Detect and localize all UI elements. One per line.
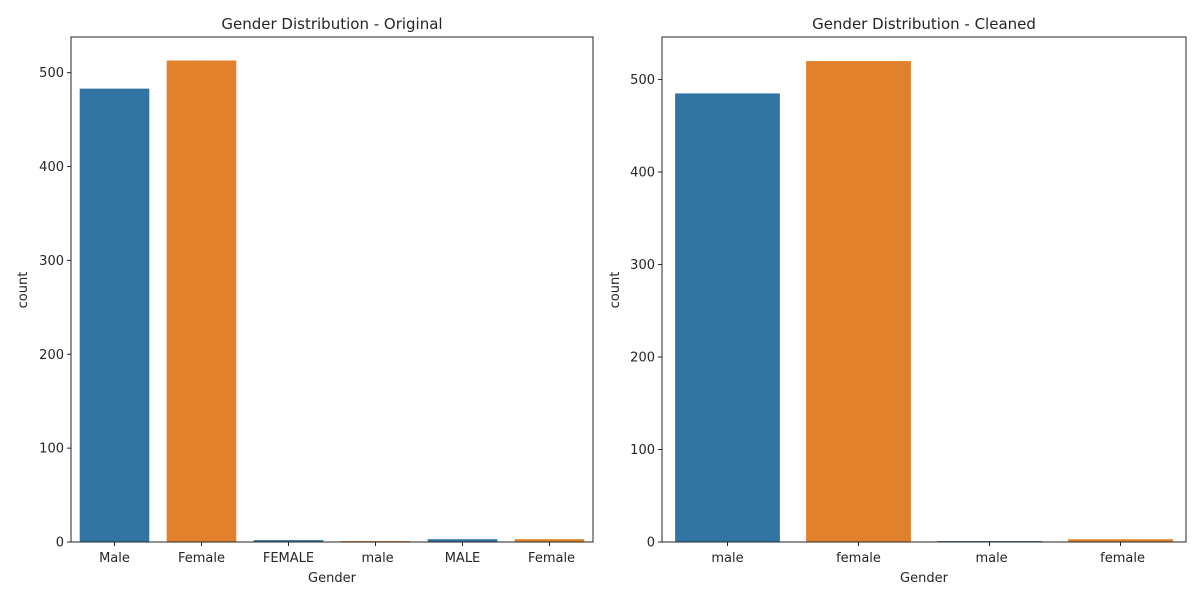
plot-frame bbox=[70, 36, 594, 543]
chart-title: Gender Distribution - Cleaned bbox=[812, 15, 1036, 33]
y-tick-label: 400 bbox=[630, 166, 655, 181]
y-tick-label: 100 bbox=[630, 443, 655, 458]
y-tick-label: 0 bbox=[647, 536, 655, 551]
y-tick-label: 100 bbox=[39, 442, 64, 457]
x-tick-label: male bbox=[357, 551, 393, 566]
bar bbox=[427, 539, 498, 542]
bar bbox=[253, 540, 324, 542]
bar bbox=[166, 60, 237, 542]
x-tick-label: Female bbox=[178, 551, 225, 566]
y-tick-label: 400 bbox=[39, 160, 64, 175]
x-tick-label: Female bbox=[524, 551, 575, 566]
x-tick-label: female bbox=[836, 551, 881, 566]
y-tick-label: 500 bbox=[630, 73, 655, 88]
y-axis-label: count bbox=[608, 272, 623, 309]
x-axis-label: Gender bbox=[308, 571, 357, 586]
x-tick-label: Male bbox=[99, 551, 130, 566]
y-tick-label: 200 bbox=[39, 348, 64, 363]
bar bbox=[79, 88, 150, 542]
x-tick-label: MALE bbox=[445, 551, 481, 566]
y-tick-label: 500 bbox=[39, 66, 64, 81]
bar bbox=[806, 61, 911, 543]
bar bbox=[675, 93, 780, 543]
x-tick-label: male bbox=[711, 551, 743, 566]
chart-cleaned: Gender Distribution - Cleaned Gender cou… bbox=[608, 15, 1187, 586]
y-tick-label: 0 bbox=[56, 536, 64, 551]
bar bbox=[514, 539, 585, 542]
y-tick-label: 200 bbox=[630, 351, 655, 366]
x-tick-label: FEMALE bbox=[263, 551, 314, 566]
y-tick-label: 300 bbox=[39, 254, 64, 269]
x-axis-label: Gender bbox=[900, 571, 949, 586]
bar bbox=[1068, 539, 1173, 542]
x-tick-label: male bbox=[971, 551, 1007, 566]
chart-title: Gender Distribution - Original bbox=[221, 15, 442, 33]
y-axis-label: count bbox=[16, 272, 31, 309]
plot-frame bbox=[661, 36, 1187, 543]
x-tick-label: female bbox=[1096, 551, 1145, 566]
y-tick-label: 300 bbox=[630, 258, 655, 273]
chart-original: Gender Distribution - Original Gender co… bbox=[16, 15, 594, 586]
